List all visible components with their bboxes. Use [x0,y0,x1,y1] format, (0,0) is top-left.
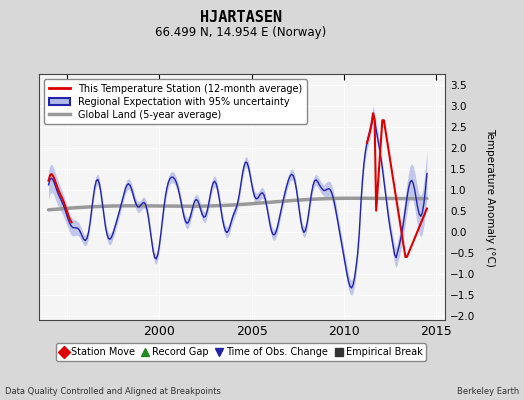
Text: Berkeley Earth: Berkeley Earth [456,387,519,396]
Text: Data Quality Controlled and Aligned at Breakpoints: Data Quality Controlled and Aligned at B… [5,387,221,396]
Y-axis label: Temperature Anomaly (°C): Temperature Anomaly (°C) [485,128,495,266]
Text: 66.499 N, 14.954 E (Norway): 66.499 N, 14.954 E (Norway) [156,26,326,39]
Legend: This Temperature Station (12-month average), Regional Expectation with 95% uncer: This Temperature Station (12-month avera… [44,79,307,124]
Text: HJARTASEN: HJARTASEN [200,10,282,25]
Legend: Station Move, Record Gap, Time of Obs. Change, Empirical Break: Station Move, Record Gap, Time of Obs. C… [56,343,426,361]
